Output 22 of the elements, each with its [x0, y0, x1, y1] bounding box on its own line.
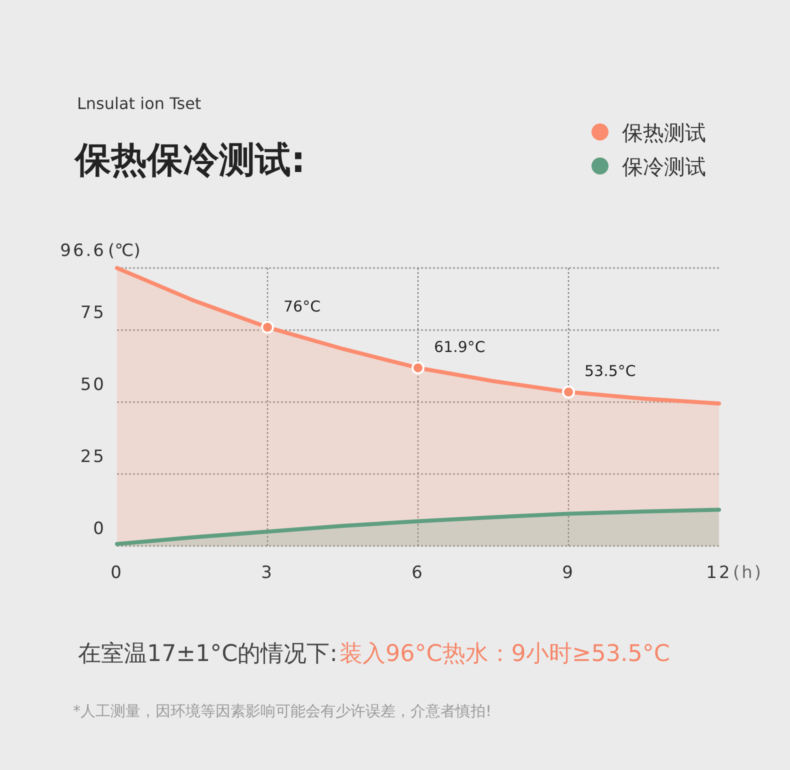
y-tick-label: 50 — [80, 375, 106, 396]
legend-label: 保热测试 — [622, 121, 706, 145]
text: *人工测量，因环境等因素影响可能会有少许误差，介意者慎拍! — [73, 702, 492, 720]
x-tick-label: 9 — [562, 563, 575, 583]
text: 在室温17±1°C的情况下: — [78, 641, 338, 667]
y-tick-label: 96.6 — [60, 241, 106, 261]
x-tick-label: 12 — [706, 563, 732, 583]
chart-subtitle: Lnsulat ion Tset — [77, 94, 202, 113]
data-label: 76°C — [284, 297, 321, 316]
chart-title: 保热保冷测试: — [73, 140, 306, 181]
legend-label: 保冷测试 — [622, 155, 706, 179]
y-tick-label: 75 — [80, 303, 106, 324]
y-axis-title: (℃) — [108, 241, 140, 261]
x-tick-label: 6 — [412, 563, 424, 583]
x-tick-label: 0 — [110, 563, 124, 583]
y-tick-label: 25 — [80, 447, 106, 468]
text: 装入96°C热水：9小时≥53.5°C — [339, 641, 670, 667]
data-label: 53.5°C — [584, 362, 636, 380]
x-axis-title: (h) — [733, 563, 764, 583]
x-tick-label: 3 — [261, 563, 274, 583]
data-label: 61.9°C — [434, 338, 486, 356]
y-tick-label: 0 — [93, 519, 106, 539]
